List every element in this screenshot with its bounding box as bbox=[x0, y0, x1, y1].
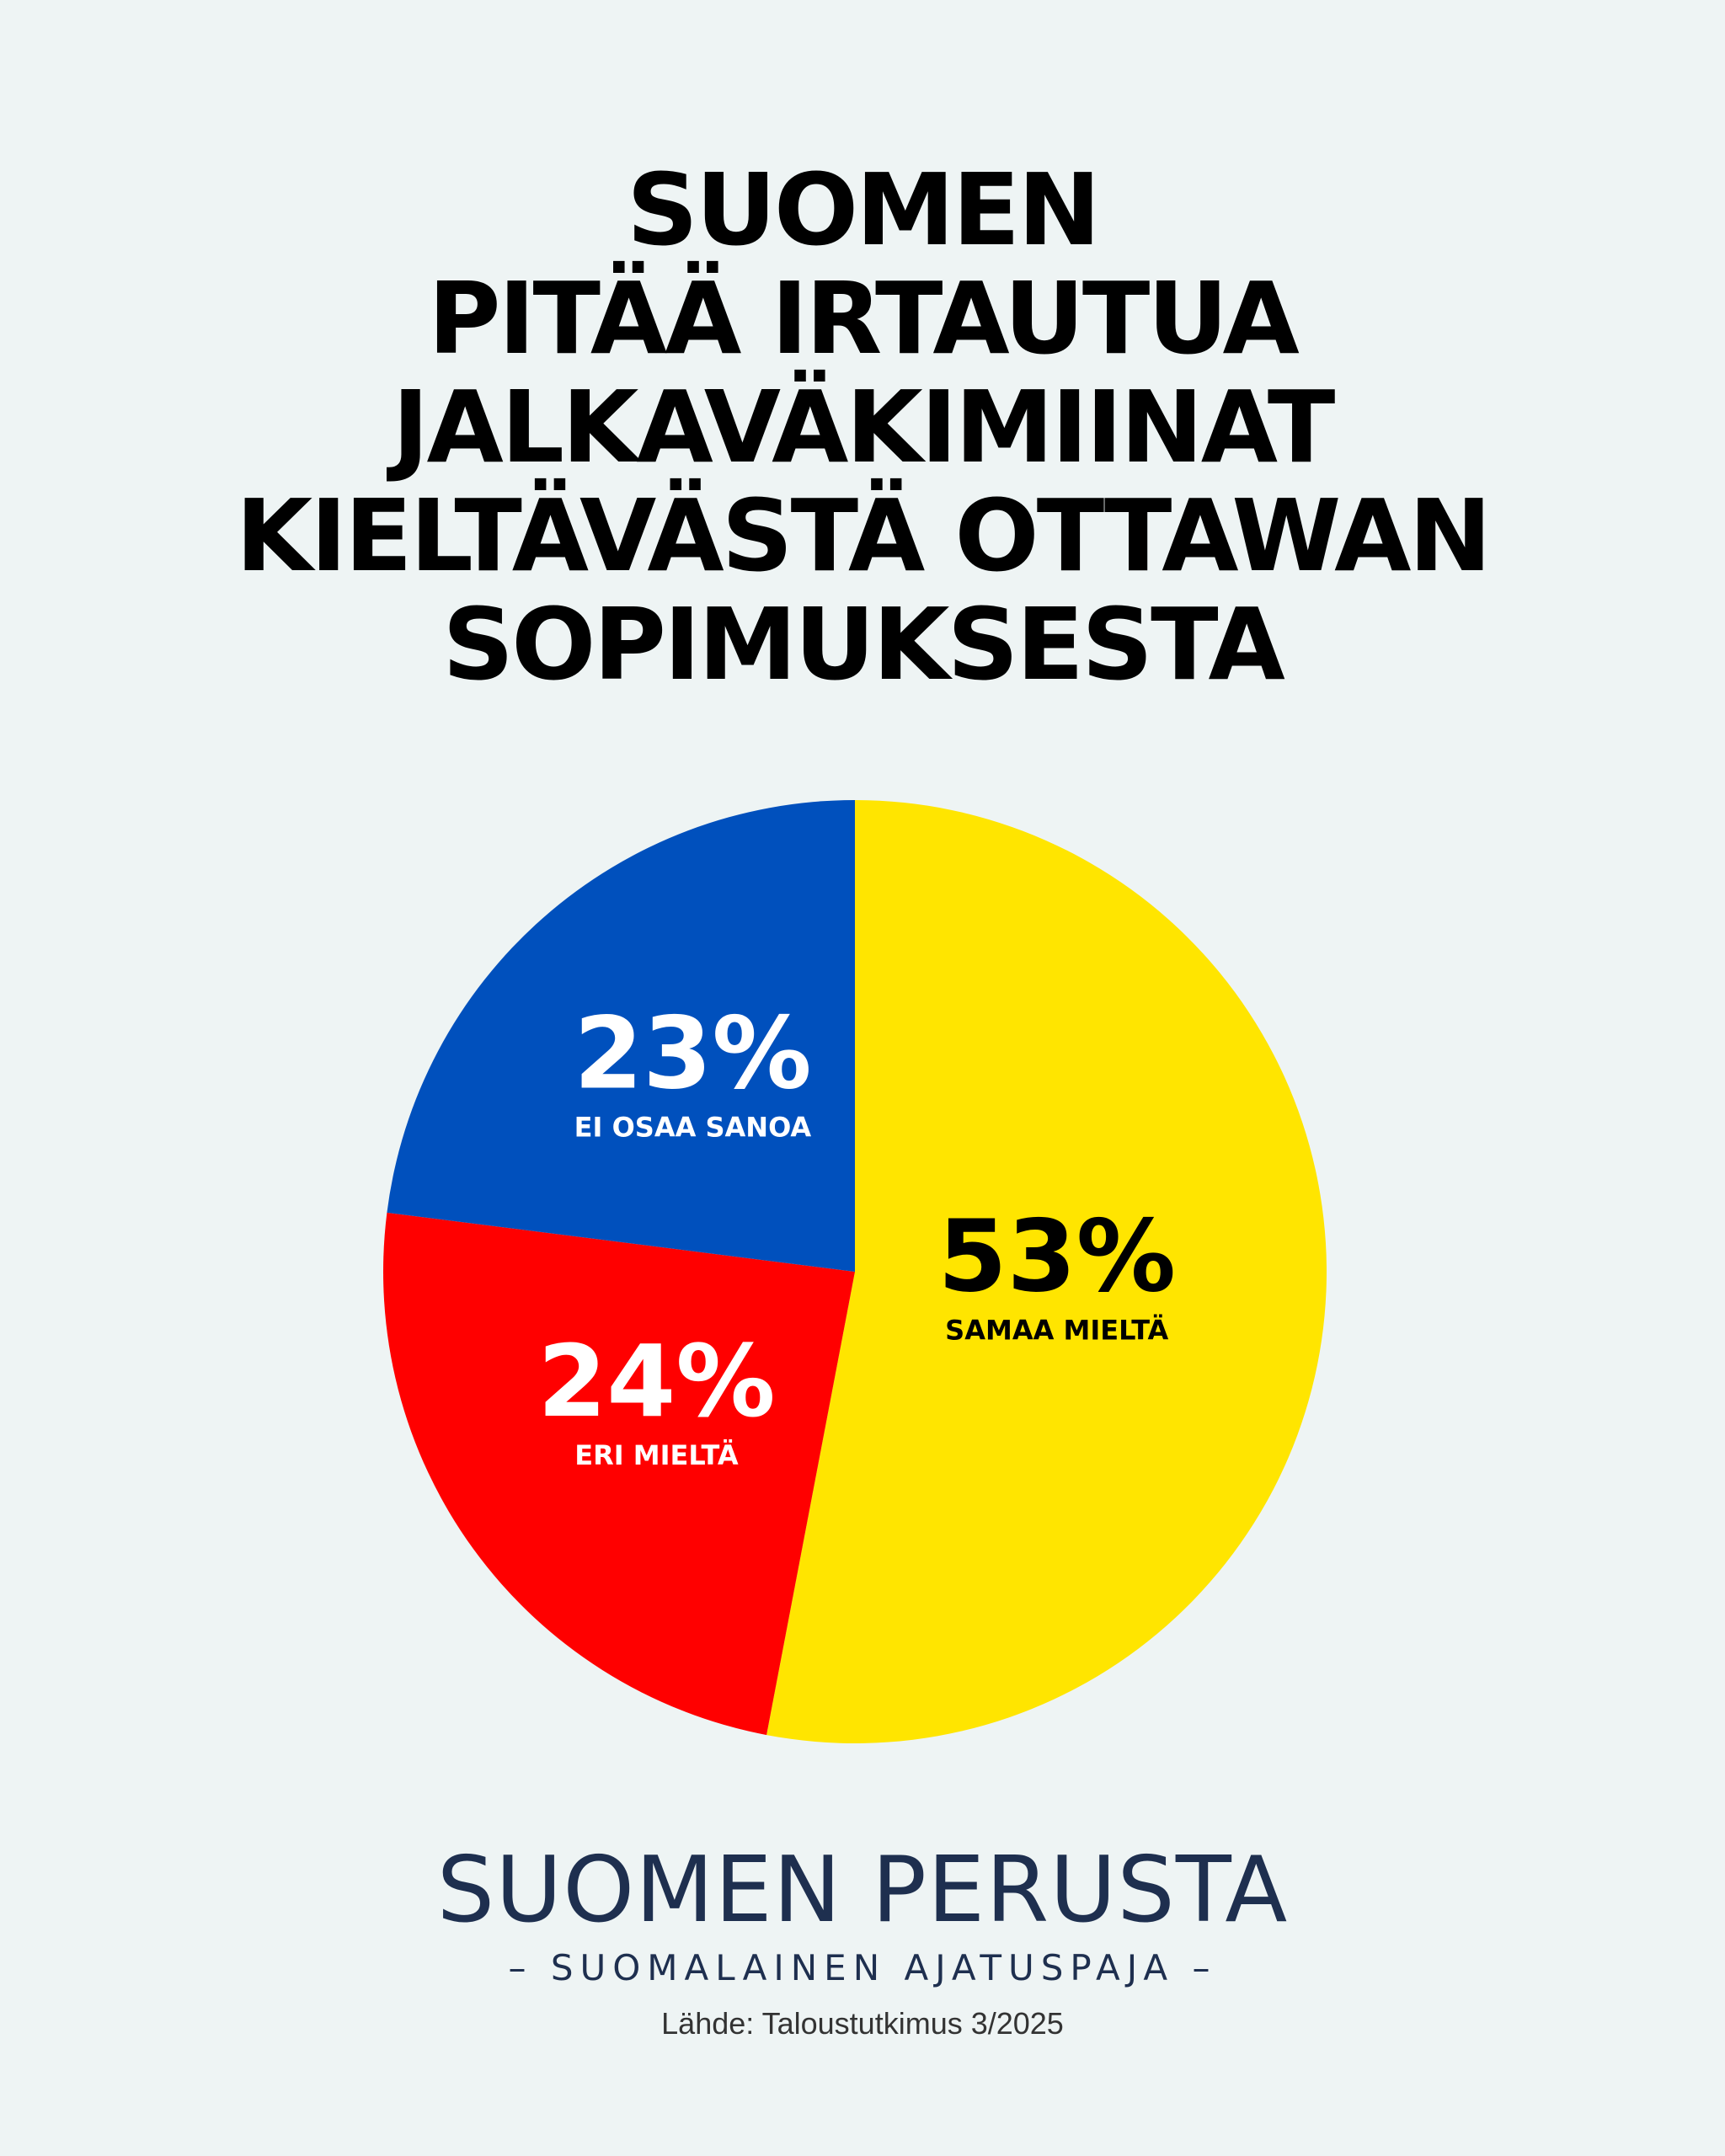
title-line: SOPIMUKSESTA bbox=[442, 586, 1285, 702]
slice-value-label: 23% bbox=[574, 995, 811, 1112]
slice-value-label: 53% bbox=[938, 1198, 1176, 1315]
brand-tagline: – SUOMALAINEN AJATUSPAJA – bbox=[508, 1947, 1217, 1988]
slice-category-label: EI OSAA SANOA bbox=[574, 1112, 812, 1144]
brand-name: SUOMEN PERUSTA bbox=[436, 1838, 1289, 1943]
title-line: PITÄÄ IRTAUTUA bbox=[428, 260, 1300, 376]
title-line: SUOMEN bbox=[627, 152, 1101, 268]
slice-category-label: ERI MIELTÄ bbox=[574, 1439, 739, 1471]
source-note: Lähde: Taloustutkimus 3/2025 bbox=[661, 2006, 1064, 2041]
slice-value-label: 24% bbox=[537, 1323, 775, 1439]
slice-category-label: SAMAA MIELTÄ bbox=[945, 1315, 1168, 1347]
title-line: JALKAVÄKIMIINAT bbox=[392, 369, 1336, 485]
brand-logo: SUOMEN PERUSTA – SUOMALAINEN AJATUSPAJA … bbox=[0, 1836, 1725, 1988]
pie-slice bbox=[387, 800, 855, 1272]
pie-slice bbox=[382, 1212, 855, 1736]
title-line: KIELTÄVÄSTÄ OTTAWAN bbox=[235, 478, 1492, 594]
chart-title: SUOMEN PITÄÄ IRTAUTUA JALKAVÄKIMIINAT KI… bbox=[0, 156, 1725, 699]
pie-slice bbox=[766, 800, 1327, 1743]
